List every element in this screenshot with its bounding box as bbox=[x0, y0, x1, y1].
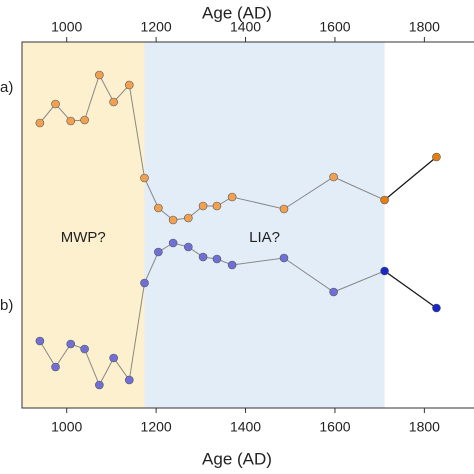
plot-frame bbox=[21, 41, 474, 409]
data-point bbox=[35, 336, 45, 346]
x-axis-title: Age (AD) bbox=[202, 449, 272, 468]
data-point bbox=[432, 303, 441, 313]
data-point bbox=[95, 380, 104, 390]
data-point bbox=[279, 204, 289, 214]
data-point bbox=[329, 172, 338, 182]
data-point bbox=[212, 254, 222, 264]
series-line-tail bbox=[384, 156, 437, 201]
data-point bbox=[227, 260, 237, 270]
x-tick-label: 1400 bbox=[230, 419, 261, 435]
period-band bbox=[22, 42, 145, 408]
data-point bbox=[95, 70, 104, 80]
data-point bbox=[168, 238, 178, 248]
data-point bbox=[154, 247, 163, 257]
data-point bbox=[198, 201, 208, 211]
x-tick-label-top: 1800 bbox=[409, 19, 440, 35]
data-point bbox=[66, 339, 76, 349]
x-tick-label-top: 1600 bbox=[319, 19, 350, 35]
data-point bbox=[198, 252, 208, 262]
series-label: a) bbox=[0, 79, 13, 96]
data-point bbox=[184, 242, 193, 252]
data-point bbox=[80, 344, 89, 354]
series-label: b) bbox=[0, 297, 13, 314]
data-point bbox=[168, 215, 178, 225]
data-point bbox=[380, 266, 389, 276]
data-point bbox=[124, 80, 134, 90]
data-point bbox=[124, 375, 134, 385]
data-point bbox=[140, 278, 149, 288]
data-point bbox=[51, 362, 60, 372]
data-point bbox=[380, 195, 389, 205]
data-point bbox=[51, 99, 60, 109]
background bbox=[22, 42, 385, 408]
period-label: MWP? bbox=[61, 229, 106, 246]
data-point bbox=[140, 173, 149, 183]
data-point bbox=[66, 116, 76, 126]
x-tick-label-top: 1400 bbox=[230, 19, 261, 35]
data-point bbox=[212, 201, 222, 211]
x-axis-title-top: Age (AD) bbox=[202, 3, 272, 22]
x-tick-label: 1600 bbox=[319, 419, 350, 435]
data-point bbox=[432, 152, 441, 162]
data-point bbox=[35, 118, 45, 128]
data-point bbox=[184, 213, 193, 223]
x-tick-label-top: 1000 bbox=[51, 19, 82, 35]
data-point bbox=[227, 192, 237, 202]
x-tick-label: 1000 bbox=[51, 419, 82, 435]
x-tick-label: 1800 bbox=[409, 419, 440, 435]
x-tick-label-top: 1200 bbox=[141, 19, 172, 35]
data-point bbox=[279, 253, 289, 263]
data-point bbox=[80, 115, 89, 125]
x-tick-label: 1200 bbox=[141, 419, 172, 435]
series-line-tail bbox=[384, 270, 437, 309]
data-point bbox=[154, 203, 163, 213]
period-band bbox=[144, 42, 385, 408]
data-point bbox=[109, 353, 118, 363]
period-label: LIA? bbox=[249, 229, 280, 246]
data-point bbox=[109, 97, 118, 107]
data-point bbox=[329, 287, 338, 297]
